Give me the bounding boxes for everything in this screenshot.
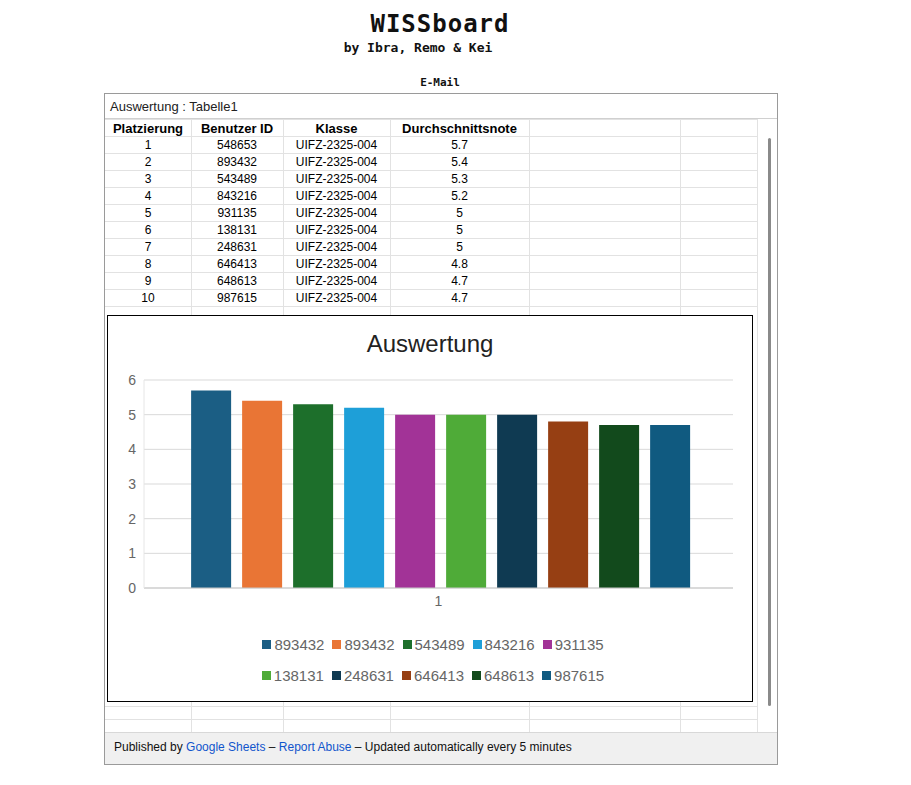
html-text:987615: 987615 [217, 291, 257, 305]
html-text:8: 8 [144, 257, 152, 271]
html-text:648613: 648613 [217, 274, 257, 288]
html-text:4.8: 4.8 [451, 257, 468, 271]
html-text:543489: 543489 [414, 636, 465, 653]
html-text:Auswertung: Auswertung [366, 330, 494, 357]
html-text:5: 5 [456, 206, 463, 220]
html-text:843216: 843216 [217, 189, 257, 203]
html-text:UIFZ-2325-004: UIFZ-2325-004 [295, 155, 378, 169]
html-text:6: 6 [144, 223, 152, 237]
html-text:UIFZ-2325-004: UIFZ-2325-004 [295, 206, 378, 220]
html-text:UIFZ-2325-004: UIFZ-2325-004 [295, 274, 378, 288]
html-text:987615: 987615 [554, 667, 605, 684]
html-text:10: 10 [141, 291, 155, 305]
html-text:4.7: 4.7 [451, 274, 468, 288]
html-text:5.4: 5.4 [451, 155, 468, 169]
html-text:UIFZ-2325-004: UIFZ-2325-004 [295, 223, 378, 237]
html-text:2: 2 [144, 155, 152, 169]
html-text:WISSboard: WISSboard [370, 10, 510, 38]
html-text:by Ibra, Remo & Kei: by Ibra, Remo & Kei [343, 40, 493, 55]
html-text:UIFZ-2325-004: UIFZ-2325-004 [295, 240, 378, 254]
html-text:3: 3 [144, 172, 152, 186]
html-text:248631: 248631 [217, 240, 257, 254]
html-text:843216: 843216 [484, 636, 535, 653]
html-text:1: 1 [144, 138, 152, 152]
html-text:646413: 646413 [414, 667, 464, 684]
html-text:5.2: 5.2 [451, 189, 468, 203]
html-text:5: 5 [456, 240, 463, 254]
html-text:Klasse: Klasse [315, 121, 358, 136]
html-text:Published by Google Sheets – R: Published by Google Sheets – Report Abus… [114, 740, 572, 754]
html-text:Benutzer ID: Benutzer ID [200, 121, 274, 136]
html-text:UIFZ-2325-004: UIFZ-2325-004 [295, 172, 378, 186]
html-text:646413: 646413 [217, 257, 257, 271]
html-text:138131: 138131 [273, 667, 324, 684]
html-text:931135: 931135 [217, 206, 257, 220]
svg-text:2: 2 [128, 511, 136, 527]
html-text:931135: 931135 [554, 636, 604, 653]
html-text:9: 9 [144, 274, 152, 288]
html-text:5.7: 5.7 [451, 138, 468, 152]
html-text:893432: 893432 [344, 636, 395, 653]
html-text:Auswertung : Tabelle1: Auswertung : Tabelle1 [110, 99, 238, 114]
html-text:548653: 548653 [217, 138, 257, 152]
html-text:Platzierung: Platzierung [113, 121, 183, 136]
svg-text:1: 1 [128, 545, 136, 561]
html-text:5: 5 [456, 223, 463, 237]
svg-text:1: 1 [435, 593, 443, 609]
html-text:248631: 248631 [343, 667, 394, 684]
svg-text:0: 0 [128, 580, 136, 596]
html-text:4.7: 4.7 [451, 291, 468, 305]
svg-text:5: 5 [128, 407, 136, 423]
svg-text:6: 6 [128, 372, 136, 388]
html-text:648613: 648613 [484, 667, 535, 684]
html-text:138131: 138131 [217, 223, 257, 237]
html-text:UIFZ-2325-004: UIFZ-2325-004 [295, 257, 378, 271]
html-text:5: 5 [144, 206, 152, 220]
html-text:5.3: 5.3 [451, 172, 468, 186]
html-text:Durchschnittsnote: Durchschnittsnote [402, 121, 517, 136]
html-text:893432: 893432 [274, 636, 325, 653]
html-text:4: 4 [144, 189, 152, 203]
svg-text:3: 3 [128, 476, 136, 492]
html-text:7: 7 [144, 240, 152, 254]
html-text:543489: 543489 [217, 172, 257, 186]
html-text:E-Mail: E-Mail [420, 76, 460, 89]
html-text:UIFZ-2325-004: UIFZ-2325-004 [295, 291, 378, 305]
html-text:UIFZ-2325-004: UIFZ-2325-004 [295, 138, 378, 152]
svg-text:4: 4 [128, 441, 136, 457]
html-text:UIFZ-2325-004: UIFZ-2325-004 [295, 189, 378, 203]
html-text:893432: 893432 [217, 155, 257, 169]
